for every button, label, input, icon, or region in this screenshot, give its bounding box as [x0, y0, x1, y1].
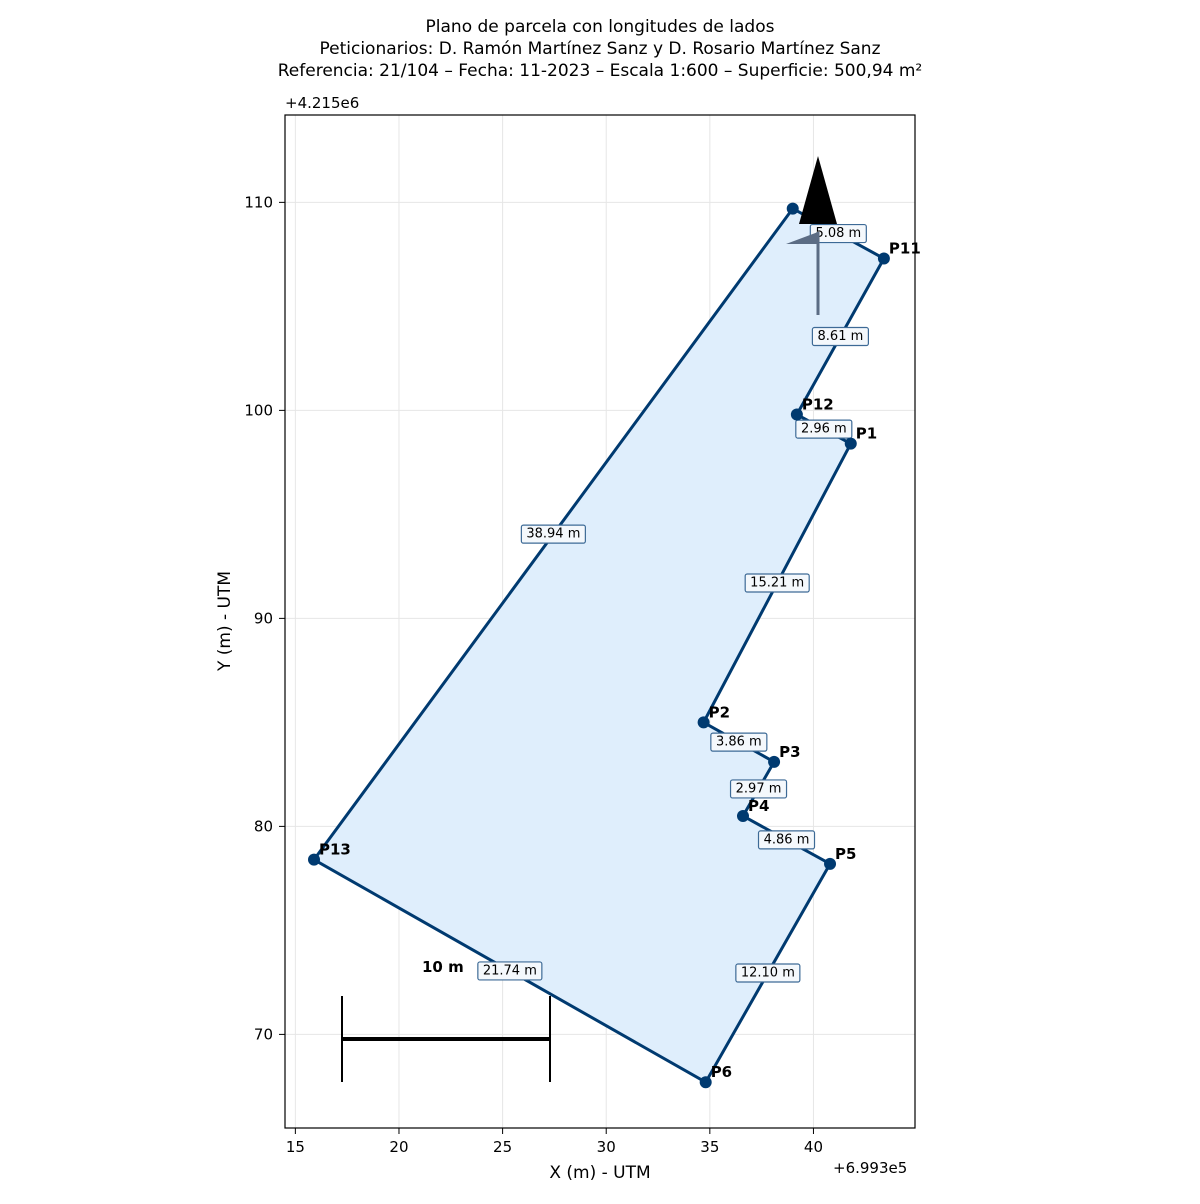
side-length-text: 5.08 m: [815, 226, 861, 241]
x-tick-label: 20: [389, 1138, 408, 1156]
side-length-text: 8.61 m: [818, 329, 864, 344]
side-length-label: 2.96 m: [795, 419, 853, 439]
side-length-box: [811, 326, 869, 347]
vertex-label: P1: [856, 425, 877, 443]
side-length-box: [795, 419, 853, 439]
y-axis: 70 80 90 100 110: [244, 193, 285, 1043]
vertex-marker: [790, 408, 803, 421]
side-length-label: 12.10 m: [735, 963, 801, 983]
side-length-text: 2.96 m: [801, 422, 847, 437]
y-axis-label: Y (m) - UTM: [215, 571, 235, 672]
side-length-box: [477, 961, 543, 981]
scale-bar-label: 10 m: [422, 958, 464, 976]
vertex-marker: [699, 1076, 712, 1089]
north-arrow-icon: [786, 156, 837, 315]
x-tick-label: 35: [700, 1138, 719, 1156]
vertex-marker: [768, 755, 781, 768]
side-length-label: 21.74 m: [477, 961, 543, 981]
side-length-text: 15.21 m: [750, 576, 804, 591]
vertex-label: P12: [802, 396, 834, 414]
vertex-marker: [786, 202, 799, 215]
x-tick-label: 40: [804, 1138, 823, 1156]
north-arrow-head: [799, 156, 837, 224]
vertex-label: P6: [711, 1063, 732, 1081]
y-tick-label: 70: [254, 1025, 273, 1043]
title-line-2: Peticionarios: D. Ramón Martínez Sanz y …: [319, 39, 880, 59]
x-tick-label: 15: [286, 1138, 305, 1156]
y-tick-label: 110: [244, 193, 273, 211]
vertex-marker: [824, 857, 837, 870]
side-length-text: 3.86 m: [716, 735, 762, 750]
title-line-1: Plano de parcela con longitudes de lados: [426, 17, 775, 37]
side-length-box: [520, 524, 586, 544]
north-arrow-shade: [786, 232, 818, 244]
x-axis-offset: +6.993e5: [833, 1159, 907, 1177]
vertex-label: P2: [709, 703, 730, 721]
plot-frame: [284, 114, 916, 1129]
vertex-marker: [877, 252, 890, 265]
x-tick-label: 30: [597, 1138, 616, 1156]
vertex-marker: [697, 716, 710, 729]
y-tick-label: 100: [244, 401, 273, 419]
side-length-box: [809, 223, 867, 244]
side-length-label: 5.08 m: [809, 223, 867, 244]
y-axis-offset: +4.215e6: [285, 94, 359, 112]
side-lengths: 15.21 m 3.86 m 2.97 m 4.86 m 12.10 m 21.74 m 3…: [477, 223, 869, 983]
side-length-label: 8.61 m: [811, 326, 869, 347]
x-axis: 15 20 25 30 35 40: [286, 1128, 823, 1156]
vertex-label: P3: [779, 743, 800, 761]
side-length-label: 15.21 m: [744, 573, 810, 593]
side-length-label: 2.97 m: [729, 779, 788, 799]
side-length-text: 21.74 m: [483, 963, 537, 978]
side-length-label: 38.94 m: [520, 524, 586, 544]
side-length-text: 2.97 m: [736, 781, 782, 796]
side-length-box: [735, 963, 801, 983]
vertex-label: P5: [835, 845, 856, 863]
side-length-text: 12.10 m: [741, 966, 795, 981]
x-tick-label: 25: [493, 1138, 512, 1156]
side-length-text: 4.86 m: [764, 832, 810, 847]
y-tick-label: 90: [254, 609, 273, 627]
side-length-box: [710, 732, 768, 752]
vertex-marker: [844, 437, 857, 450]
vertex-label: P4: [748, 797, 769, 815]
parcel-outline: [312, 207, 886, 1084]
vertex-marker: [308, 853, 321, 866]
x-axis-label: X (m) - UTM: [549, 1163, 650, 1183]
side-length-label: 3.86 m: [710, 732, 768, 752]
vertices: P1 P2 P3 P4 P5 P6 P13 P11 P12: [308, 202, 921, 1089]
side-length-label: 4.86 m: [757, 830, 816, 850]
y-tick-label: 80: [254, 817, 273, 835]
vertex-label: P11: [889, 240, 921, 258]
side-length-box: [744, 573, 810, 593]
parcel: [312, 207, 886, 1084]
side-length-box: [729, 779, 788, 799]
vertex-label: P13: [319, 841, 351, 859]
side-length-text: 38.94 m: [526, 527, 580, 542]
side-length-box: [757, 830, 816, 850]
title-line-3: Referencia: 21/104 – Fecha: 11-2023 – Es…: [278, 61, 923, 81]
scale-bar: 10 m: [341, 958, 551, 1082]
vertex-marker: [736, 809, 749, 822]
